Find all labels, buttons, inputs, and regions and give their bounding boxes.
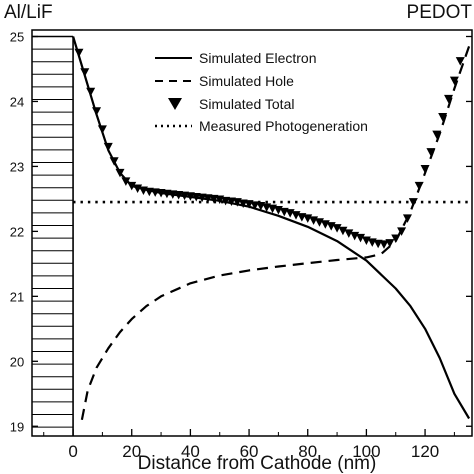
legend-swatch-total [168, 98, 182, 110]
x-tick-label: 100 [352, 442, 380, 461]
total-marker [86, 87, 96, 97]
series-total-markers [74, 48, 465, 249]
y-tick-label: 23 [10, 159, 24, 174]
legend-label-total: Simulated Total [199, 96, 294, 112]
x-tick-label: 20 [122, 442, 141, 461]
total-marker [344, 229, 354, 238]
total-marker [379, 240, 389, 249]
total-marker [127, 181, 137, 191]
total-marker [103, 142, 113, 152]
total-marker [356, 233, 366, 243]
total-marker [414, 181, 424, 191]
series-electron-line [72, 36, 471, 420]
total-marker [444, 94, 454, 104]
left-electrode-label: Al/LiF [4, 2, 53, 23]
total-marker [109, 157, 119, 166]
legend-label-hole: Simulated Hole [199, 73, 294, 89]
x-tick-label: 0 [68, 442, 77, 461]
total-marker [397, 227, 407, 236]
total-marker [432, 130, 442, 140]
y-tick-label: 25 [10, 29, 24, 44]
total-marker [121, 177, 131, 186]
total-marker [74, 48, 84, 58]
total-marker [426, 148, 436, 157]
y-tick-label: 19 [10, 419, 24, 434]
series-layer [72, 36, 471, 421]
x-tick-label: 60 [240, 442, 259, 461]
total-marker [115, 168, 125, 178]
axis-ticks: 0 20 40 60 80 100 120 19 20 21 22 23 24 25 [10, 29, 472, 461]
plot-frame [31, 29, 473, 437]
legend: Simulated Electron Simulated Hole Simula… [155, 50, 368, 134]
right-electrode-label: PEDOT [407, 2, 473, 23]
total-marker [332, 224, 342, 233]
total-marker [455, 57, 465, 66]
total-marker [449, 76, 459, 86]
total-marker [391, 234, 401, 244]
total-marker [408, 198, 418, 207]
total-marker [385, 239, 395, 248]
legend-label-photogeneration: Measured Photogeneration [199, 118, 368, 134]
y-tick-label: 21 [10, 289, 24, 304]
total-marker [338, 226, 348, 236]
series-hole-line [80, 45, 471, 421]
y-tick-label: 20 [10, 354, 24, 369]
x-axis-label: Distance from Cathode (nm) [138, 453, 377, 474]
total-marker [92, 107, 102, 116]
total-marker [420, 165, 430, 174]
x-tick-label: 40 [181, 442, 200, 461]
legend-label-electron: Simulated Electron [199, 50, 317, 66]
total-marker [402, 214, 412, 223]
x-tick-label: 80 [298, 442, 317, 461]
y-tick-label: 24 [10, 94, 24, 109]
total-marker [97, 125, 107, 134]
total-marker [80, 68, 90, 77]
y-tick-label: 22 [10, 224, 24, 239]
total-marker [438, 113, 448, 122]
x-tick-label: 120 [411, 442, 439, 461]
electrode-hatch [32, 35, 74, 428]
